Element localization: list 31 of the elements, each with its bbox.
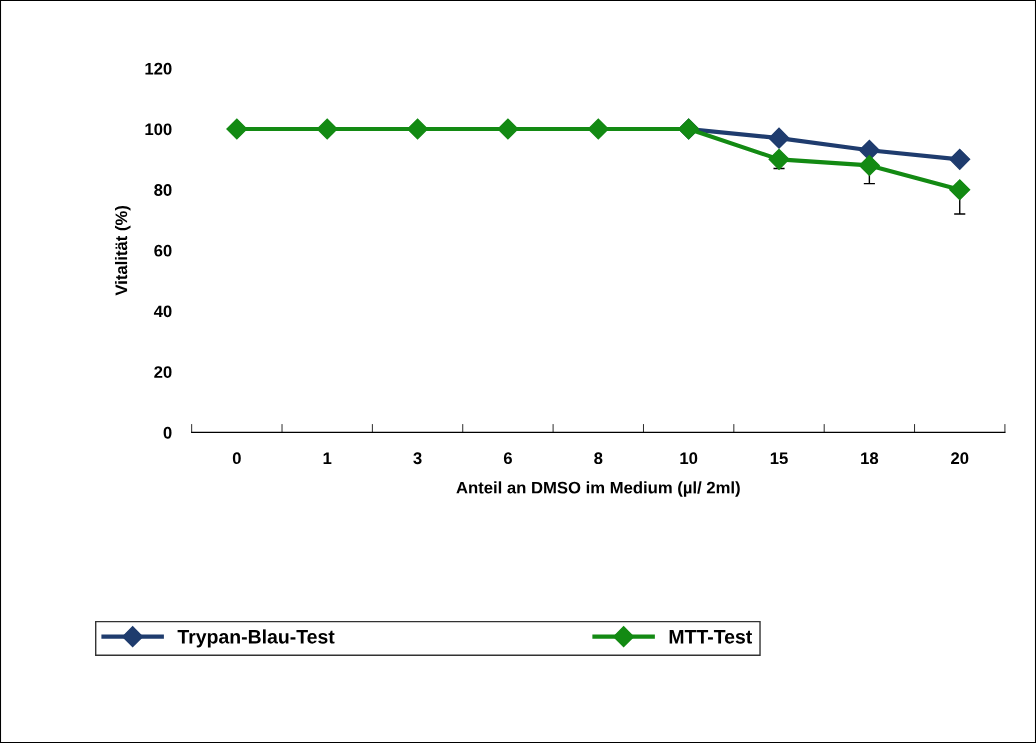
y-tick-label: 120 <box>145 62 172 75</box>
x-tick-label: 3 <box>413 452 422 465</box>
point <box>407 118 429 140</box>
point <box>768 148 790 170</box>
point <box>497 118 519 140</box>
point <box>858 154 880 176</box>
y-tick-label: 0 <box>163 426 172 439</box>
point <box>768 127 790 149</box>
point <box>587 118 609 140</box>
y-tick-label: 40 <box>153 305 172 318</box>
y-tick-label: 60 <box>154 244 172 257</box>
point <box>226 118 248 140</box>
point <box>949 148 971 170</box>
y-tick-label: 80 <box>154 184 172 196</box>
x-tick-label: 6 <box>503 452 512 465</box>
point <box>949 179 971 201</box>
x-axis-title: Anteil an DMSO im Medium (µl/ 2ml) <box>456 481 740 497</box>
x-tick-label: 18 <box>861 452 879 465</box>
y-axis-title: Vitalität (%) <box>114 205 131 296</box>
x-tick-label: 0 <box>232 452 241 465</box>
y-tick-label: 100 <box>145 123 172 136</box>
point <box>858 139 880 161</box>
legend-label: MTT-Test <box>669 630 753 644</box>
legend-label: Trypan-Blau-Test <box>177 629 335 648</box>
point <box>316 118 338 140</box>
y-tick-label: 20 <box>154 366 172 378</box>
x-tick-label: 1 <box>323 452 332 464</box>
x-tick-label: 20 <box>951 452 969 465</box>
x-tick-label: 8 <box>594 452 603 465</box>
x-tick-label: 10 <box>680 452 698 465</box>
x-tick-label: 15 <box>770 452 788 465</box>
